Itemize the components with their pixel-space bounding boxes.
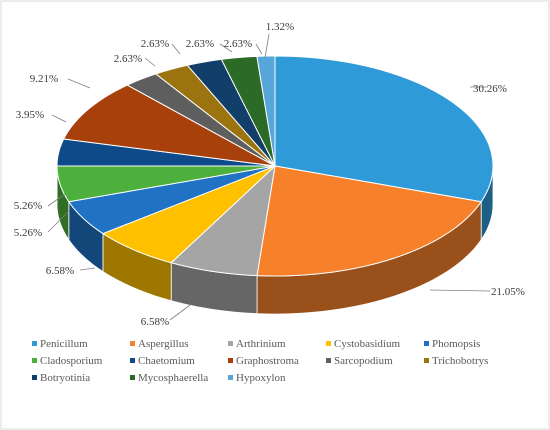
- legend-label-trichobotrys: Trichobotrys: [432, 355, 488, 367]
- legend-label-mycosphaerella: Mycosphaerella: [138, 372, 208, 384]
- data-label-trichobotrys: 2.63%: [141, 38, 169, 50]
- legend-swatch-mycosphaerella: [130, 375, 135, 380]
- leader-line-phomopsis: [47, 209, 71, 233]
- data-label-mycosphaerella: 2.63%: [224, 38, 252, 50]
- slice-penicillum: [274, 55, 494, 203]
- legend-label-chaetomium: Chaetomium: [138, 355, 195, 367]
- data-label-sarcopodium: 2.63%: [114, 53, 142, 65]
- data-label-hypoxylon: 1.32%: [266, 21, 294, 33]
- data-label-graphostroma: 9.21%: [30, 73, 58, 85]
- data-labels: 30.26% 21.05% 6.58% 6.58% 5.26% 5.26% 3.95% 9.2…: [14, 21, 525, 328]
- slice-arthrinium: [170, 164, 276, 277]
- leader-line-sarcopodium: [144, 57, 156, 67]
- legend-label-graphostroma: Graphostroma: [236, 355, 299, 367]
- slice-aspergillus: [256, 165, 483, 277]
- slice-cladosporium: [56, 165, 276, 203]
- data-label-cladosporium: 5.26%: [14, 200, 42, 212]
- data-label-arthrinium: 6.58%: [141, 316, 169, 328]
- leader-line-aspergillus: [429, 289, 491, 292]
- legend-swatch-cladosporium: [32, 358, 37, 363]
- legend-label-aspergillus: Aspergillus: [138, 338, 189, 350]
- legend-label-phomopsis: Phomopsis: [432, 338, 480, 350]
- slice-mycosphaerella: [220, 55, 276, 167]
- slice-graphostroma: [62, 84, 276, 167]
- legend-swatch-penicillum: [32, 341, 37, 346]
- data-label-chaetomium: 3.95%: [16, 109, 44, 121]
- legend-swatch-sarcopodium: [326, 358, 331, 363]
- legend-swatch-botryotinia: [32, 375, 37, 380]
- legend-swatch-hypoxylon: [228, 375, 233, 380]
- legend-label-sarcopodium: Sarcopodium: [334, 355, 393, 367]
- data-label-penicillum: 30.26%: [473, 83, 507, 95]
- legend: Penicillum Aspergillus Arthrinium Cystobasi…: [32, 338, 488, 384]
- slice-hypoxylon: [256, 55, 276, 167]
- slice-phomopsis: [67, 165, 276, 235]
- leader-line-cystobasidium: [79, 267, 96, 271]
- slice-botryotinia: [186, 58, 276, 167]
- data-label-cystobasidium: 6.58%: [46, 265, 74, 277]
- legend-label-cystobasidium: Cystobasidium: [334, 338, 400, 350]
- legend-label-hypoxylon: Hypoxylon: [236, 372, 286, 384]
- slice-trichobotrys: [154, 64, 276, 167]
- leader-line-botryotinia: [219, 43, 233, 53]
- legend-swatch-aspergillus: [130, 341, 135, 346]
- slice-cystobasidium: [101, 165, 276, 264]
- legend-swatch-graphostroma: [228, 358, 233, 363]
- leader-line-cladosporium: [47, 193, 66, 207]
- leader-line-trichobotrys: [171, 43, 181, 55]
- pie-slices: [56, 55, 494, 315]
- legend-swatch-cystobasidium: [326, 341, 331, 346]
- leader-line-graphostroma: [67, 78, 91, 89]
- legend-swatch-phomopsis: [424, 341, 429, 346]
- legend-label-cladosporium: Cladosporium: [40, 355, 103, 367]
- legend-label-penicillum: Penicillum: [40, 338, 88, 350]
- leader-lines: [47, 33, 491, 321]
- data-label-botryotinia: 2.63%: [186, 38, 214, 50]
- slice-sarcopodium: [126, 73, 276, 167]
- leader-line-mycosphaerella: [255, 43, 263, 55]
- leader-line-arthrinium: [169, 304, 191, 321]
- leader-line-hypoxylon: [264, 33, 270, 59]
- data-label-phomopsis: 5.26%: [14, 227, 42, 239]
- legend-swatch-chaetomium: [130, 358, 135, 363]
- data-label-aspergillus: 21.05%: [491, 286, 525, 298]
- legend-swatch-trichobotrys: [424, 358, 429, 363]
- leader-line-chaetomium: [51, 114, 67, 123]
- legend-label-arthrinium: Arthrinium: [236, 338, 286, 350]
- legend-swatch-arthrinium: [228, 341, 233, 346]
- legend-label-botryotinia: Botryotinia: [40, 372, 90, 384]
